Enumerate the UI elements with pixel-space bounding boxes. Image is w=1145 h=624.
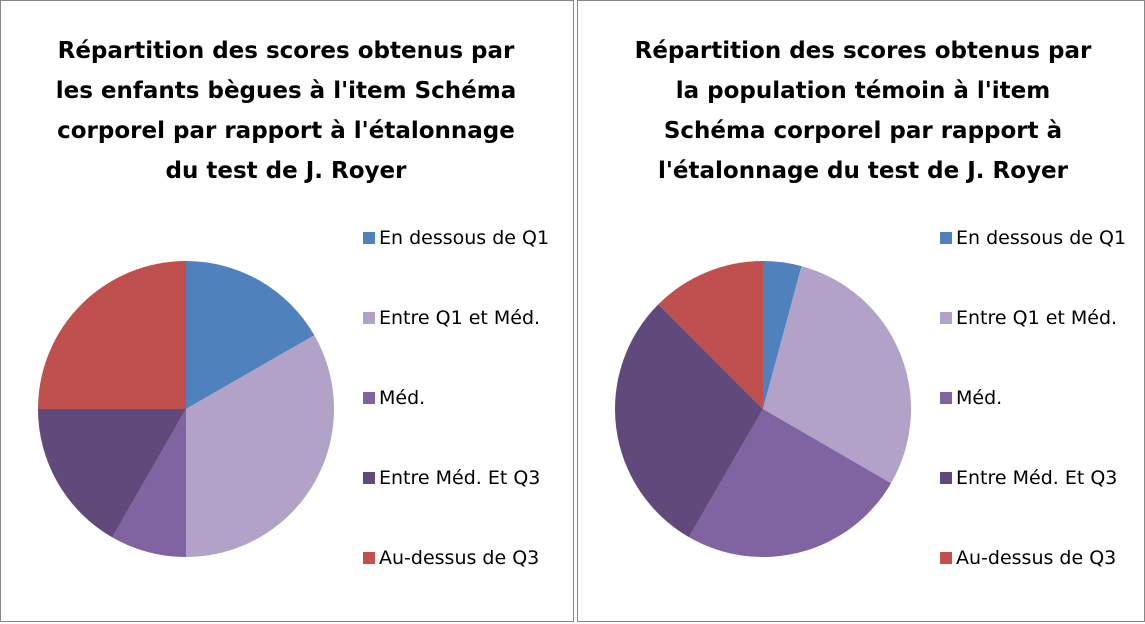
legend-item: Entre Méd. Et Q3 [363, 463, 563, 493]
chart-title: Répartition des scores obtenus par la po… [634, 38, 1092, 184]
legend-swatch [940, 552, 952, 564]
pie-slice [38, 261, 186, 409]
legend-label: Méd. [379, 387, 426, 409]
legend-item: Au-dessus de Q3 [940, 543, 1140, 573]
legend-item: En dessous de Q1 [940, 223, 1140, 253]
chart-panel: Répartition des scores obtenus par la po… [577, 0, 1145, 622]
pie-slice [112, 409, 186, 557]
legend-item: Au-dessus de Q3 [363, 543, 563, 573]
pie [38, 261, 334, 557]
pie-slice [38, 409, 186, 538]
pie-slice [615, 304, 763, 538]
pie-slice [688, 409, 892, 557]
legend-swatch [940, 312, 952, 324]
legend-item: Méd. [363, 383, 563, 413]
legend-item: Méd. [940, 383, 1140, 413]
legend-swatch [940, 392, 952, 404]
legend-label: Au-dessus de Q3 [956, 547, 1117, 569]
legend-item: En dessous de Q1 [363, 223, 563, 253]
legend-swatch [940, 232, 952, 244]
legend-swatch [363, 552, 375, 564]
legend-item: Entre Méd. Et Q3 [940, 463, 1140, 493]
legend-item: Entre Q1 et Méd. [363, 303, 563, 333]
legend-swatch [363, 232, 375, 244]
pie-slice [763, 261, 802, 409]
pie-slice [658, 261, 763, 409]
legend-label: Entre Méd. Et Q3 [379, 467, 541, 489]
legend-label: Au-dessus de Q3 [379, 547, 540, 569]
chart-panel: Répartition des scores obtenus par les e… [0, 0, 574, 622]
pie-slice [186, 261, 315, 409]
legend-label: Entre Méd. Et Q3 [956, 467, 1118, 489]
legend-label: En dessous de Q1 [956, 227, 1127, 249]
legend-swatch [363, 312, 375, 324]
legend-label: Méd. [956, 387, 1003, 409]
legend-label: En dessous de Q1 [379, 227, 550, 249]
legend-label: Entre Q1 et Méd. [379, 307, 541, 329]
chart-title: Répartition des scores obtenus par les e… [55, 38, 517, 184]
pie [615, 261, 911, 557]
legend-swatch [940, 472, 952, 484]
legend-item: Entre Q1 et Méd. [940, 303, 1140, 333]
legend-label: Entre Q1 et Méd. [956, 307, 1118, 329]
pie-slice [186, 335, 334, 557]
legend-swatch [363, 472, 375, 484]
legend-swatch [363, 392, 375, 404]
pie-slice [763, 266, 911, 484]
